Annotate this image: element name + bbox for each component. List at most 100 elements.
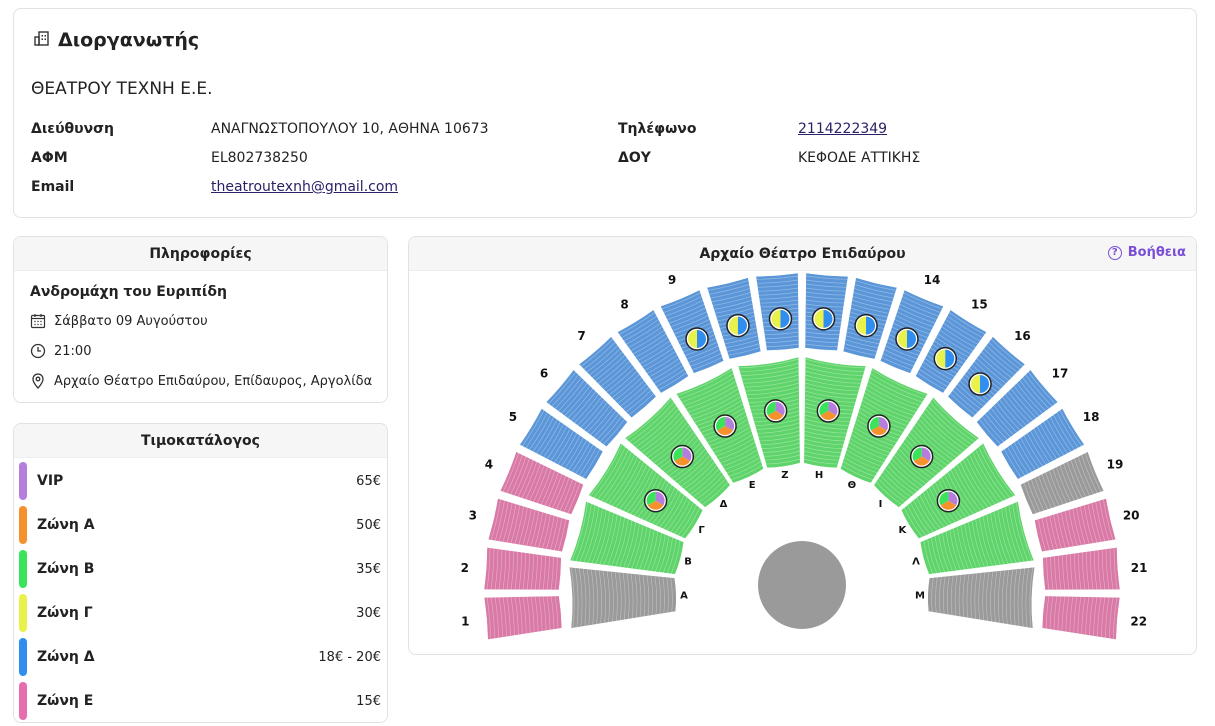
upper-section-1[interactable] <box>483 595 563 640</box>
zone-g-half <box>857 316 867 335</box>
zone-color-swatch <box>19 638 27 676</box>
upper-section-label: 4 <box>485 458 493 472</box>
upper-section-22[interactable] <box>1041 595 1121 640</box>
price-row-zone-d: Ζώνη Δ 18€ - 20€ <box>19 638 381 676</box>
upper-section-19[interactable] <box>1020 451 1105 515</box>
zone-name: Ζώνη Β <box>37 561 95 577</box>
upper-section-label: 15 <box>971 297 988 311</box>
theater-seat-map: 12345678910111213141516171819202122ΑΒΓΔΕ… <box>461 273 1148 640</box>
upper-section-label: 16 <box>1014 329 1031 343</box>
lower-section-Γ[interactable] <box>588 442 704 539</box>
zone-name: VIP <box>37 473 64 489</box>
zone-pie-slice <box>717 426 733 436</box>
zone-g-half <box>688 329 698 348</box>
lower-section-label: Δ <box>720 499 728 510</box>
upper-section-2[interactable] <box>483 547 562 591</box>
organizer-name: ΘΕΑΤΡΟΥ ΤΕΧΝΗ Ε.Ε. <box>31 79 213 99</box>
zone-pie-slice <box>716 417 726 431</box>
upper-section-4[interactable] <box>499 451 584 515</box>
zone-pie-slice <box>913 456 930 466</box>
zone-pie-slice <box>828 401 838 416</box>
upper-section-label: 7 <box>577 329 585 343</box>
zone-pie-slice <box>820 410 837 420</box>
price-row-zone-e: Ζώνη Ε 15€ <box>19 682 381 720</box>
organizer-heading: Διοργανωτής <box>34 29 199 51</box>
upper-section-label: 19 <box>1107 458 1124 472</box>
zone-price: 30€ <box>356 605 381 621</box>
lower-section-Α[interactable] <box>568 566 677 629</box>
event-venue: Αρχαίο Θέατρο Επιδαύρου, Επίδαυρος, Αργο… <box>54 373 373 389</box>
phone-link[interactable]: 2114222349 <box>798 121 888 137</box>
lower-section-Λ[interactable] <box>919 500 1035 575</box>
zone-price: 15€ <box>356 693 381 709</box>
zone-pie-slice <box>766 401 776 416</box>
zone-g-half <box>771 309 781 328</box>
zone-d-half <box>866 316 876 335</box>
lower-section-label: Ι <box>879 499 883 510</box>
zone-pie-slice <box>655 491 665 506</box>
info-header: Πληροφορίες <box>14 237 387 271</box>
upper-section-label: 6 <box>540 367 548 381</box>
phone-label: Τηλέφωνο <box>618 121 697 137</box>
upper-section-label: 9 <box>668 273 676 287</box>
info-card: Πληροφορίες Ανδρομάχη του Ευριπίδη Σάββα… <box>13 236 388 403</box>
zone-g-half <box>897 329 907 348</box>
zone-pie-slice <box>767 410 784 420</box>
upper-section-label: 18 <box>1083 410 1100 424</box>
zone-pie-slice <box>921 447 931 462</box>
help-button[interactable]: ? Βοήθεια <box>1107 245 1186 260</box>
upper-section-21[interactable] <box>1042 547 1121 591</box>
lower-section-label: Β <box>684 556 692 567</box>
zone-price: 50€ <box>356 517 381 533</box>
upper-section-label: 1 <box>461 614 469 628</box>
lower-section-Μ[interactable] <box>927 566 1036 629</box>
upper-section-8[interactable] <box>617 309 689 394</box>
upper-section-20[interactable] <box>1034 498 1117 553</box>
lower-section-label: Α <box>680 590 688 601</box>
zone-d-half <box>697 329 707 348</box>
zone-g-half <box>971 375 981 394</box>
zone-name: Ζώνη Ε <box>37 693 94 709</box>
location-pin-icon <box>32 373 44 389</box>
upper-section-7[interactable] <box>578 336 657 419</box>
zone-name: Ζώνη Γ <box>37 605 93 621</box>
upper-section-18[interactable] <box>1000 408 1085 480</box>
zone-color-swatch <box>19 594 27 632</box>
zone-pie-slice <box>939 491 949 506</box>
upper-section-label: 20 <box>1123 508 1140 522</box>
seat-map-card: Αρχαίο Θέατρο Επιδαύρου ? Βοήθεια 1 2 3 4 5 6… <box>408 236 1197 655</box>
zone-name: Ζώνη Α <box>37 517 95 533</box>
zone-color-swatch <box>19 682 27 720</box>
help-label: Βοήθεια <box>1127 245 1186 260</box>
lower-section-Κ[interactable] <box>900 442 1016 539</box>
price-list-header: Τιμοκατάλογος <box>14 424 387 458</box>
venue-title: Αρχαίο Θέατρο Επιδαύρου <box>699 245 906 262</box>
price-row-zone-a: Ζώνη Α 50€ <box>19 506 381 544</box>
zone-d-half <box>737 316 747 335</box>
lower-section-label: Μ <box>915 590 925 601</box>
lower-section-label: Ε <box>749 480 756 491</box>
zone-price: 65€ <box>356 473 381 489</box>
price-list-card: Τιμοκατάλογος VIP 65€ Ζώνη Α 50€ Ζώνη Β … <box>13 423 388 723</box>
upper-section-6[interactable] <box>545 369 628 448</box>
lower-section-label: Λ <box>912 556 920 567</box>
lower-section-label: Ζ <box>781 470 788 481</box>
zone-pie-slice <box>869 417 879 431</box>
upper-section-label: 22 <box>1130 614 1147 628</box>
upper-section-label: 17 <box>1052 367 1069 381</box>
upper-section-3[interactable] <box>487 498 570 553</box>
upper-section-17[interactable] <box>976 369 1059 448</box>
orchestra-stage <box>758 541 846 629</box>
lower-section-label: Κ <box>899 525 908 536</box>
email-link[interactable]: theatroutexnh@gmail.com <box>211 179 399 195</box>
upper-section-label: 14 <box>924 273 941 287</box>
upper-section-5[interactable] <box>519 408 604 480</box>
clock-icon <box>30 343 46 359</box>
upper-section-label: 3 <box>469 508 477 522</box>
zone-pie-slice <box>647 500 664 510</box>
price-row-zone-b: Ζώνη Β 35€ <box>19 550 381 588</box>
zone-d-half <box>823 309 833 328</box>
price-row-zone-g: Ζώνη Γ 30€ <box>19 594 381 632</box>
lower-section-label: Γ <box>698 525 705 536</box>
lower-section-Β[interactable] <box>569 500 685 575</box>
